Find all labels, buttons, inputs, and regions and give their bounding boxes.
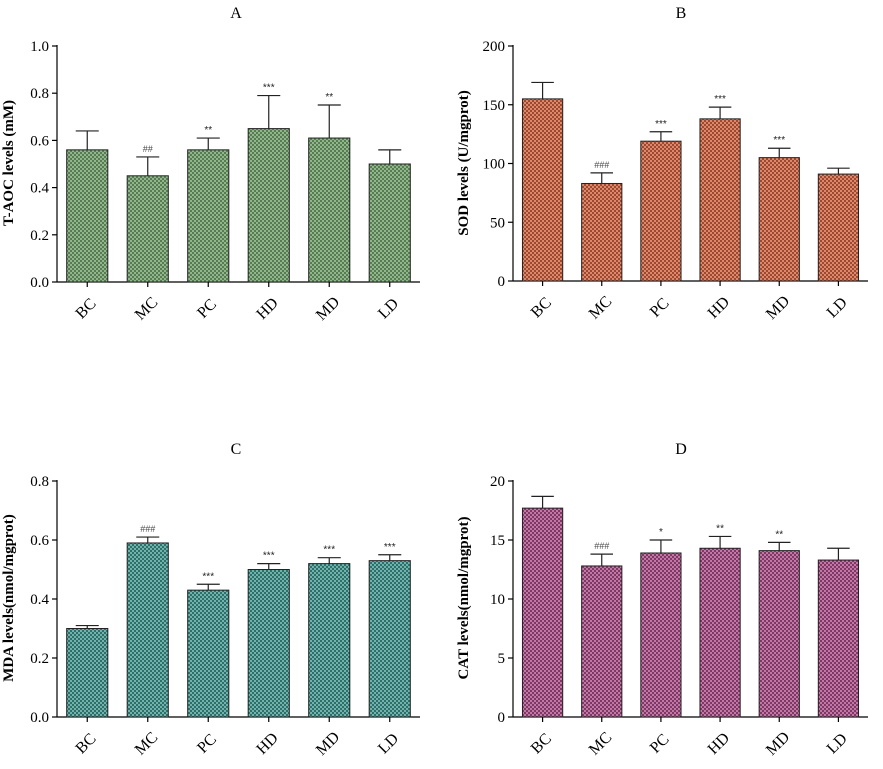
bar xyxy=(66,628,109,718)
significance-label: *** xyxy=(263,83,275,94)
y-tick-label: 0.6 xyxy=(30,133,49,149)
y-tick-label: 15 xyxy=(490,533,505,549)
x-tick-label: MC xyxy=(586,729,616,759)
significance-label: ### xyxy=(594,541,609,551)
x-tick-label: BC xyxy=(73,295,100,322)
significance-label: ** xyxy=(204,125,212,136)
panel-a: A T-AOC levels (mM) 0.0 0.2 0.4 0.6 0.8 1.0 BC… xyxy=(1,5,420,324)
significance-label: *** xyxy=(323,545,335,556)
significance-label: *** xyxy=(384,542,396,553)
y-tick-label: 50 xyxy=(490,215,505,231)
x-tick-label: LD xyxy=(824,730,851,757)
x-tick-label: MC xyxy=(132,294,162,324)
panel-title: C xyxy=(231,441,242,458)
x-tick-label: MC xyxy=(132,729,162,759)
y-tick-label: 0.4 xyxy=(30,592,49,608)
x-tick-label: LD xyxy=(375,295,402,322)
significance-label: ### xyxy=(594,160,609,170)
bar xyxy=(126,542,169,718)
x-tick-label: PC xyxy=(647,295,673,321)
x-tick-label: LD xyxy=(824,294,851,321)
bar xyxy=(817,173,860,282)
x-tick-label: PC xyxy=(194,296,220,322)
y-tick-label: 200 xyxy=(483,39,506,55)
bar xyxy=(368,560,411,718)
y-axis-label: MDA levels(nmol/mgprot) xyxy=(1,514,17,682)
bar xyxy=(640,140,682,282)
bar xyxy=(368,163,411,283)
significance-label: ** xyxy=(775,529,783,540)
y-tick-label: 1.0 xyxy=(30,39,49,55)
y-tick-label: 20 xyxy=(490,474,505,490)
significance-label: ### xyxy=(140,524,155,534)
x-tick-label: HD xyxy=(705,294,733,322)
significance-label: ** xyxy=(325,92,333,103)
x-tick-label: BC xyxy=(528,294,555,321)
y-tick-label: 0.8 xyxy=(30,474,49,490)
y-tick-label: 10 xyxy=(490,592,505,608)
x-tick-label: MD xyxy=(313,729,343,759)
x-tick-label: MD xyxy=(763,729,793,759)
x-tick-label: HD xyxy=(253,295,281,323)
bar xyxy=(817,559,860,718)
y-tick-label: 0.8 xyxy=(30,86,49,102)
bar xyxy=(521,98,564,282)
y-tick-label: 0 xyxy=(498,710,506,726)
significance-label: *** xyxy=(773,135,785,146)
bar xyxy=(308,137,351,283)
x-tick-label: MD xyxy=(313,294,343,324)
significance-label: *** xyxy=(714,94,726,105)
x-tick-label: MD xyxy=(763,293,793,323)
bar xyxy=(699,118,741,282)
panel-title: B xyxy=(676,5,687,22)
bar xyxy=(247,128,290,283)
bar xyxy=(187,589,230,718)
significance-label: *** xyxy=(263,551,275,562)
bar xyxy=(758,157,800,282)
y-tick-label: 0 xyxy=(498,274,506,290)
bar xyxy=(126,175,169,283)
x-tick-label: MC xyxy=(586,293,616,323)
bar xyxy=(758,550,800,718)
panel-b: B SOD levels (U/mgprot) 0 50 100 150 200 BC ##… xyxy=(456,5,868,323)
x-tick-label: HD xyxy=(253,730,281,758)
y-tick-label: 0.2 xyxy=(30,651,49,667)
y-tick-label: 0.0 xyxy=(30,710,49,726)
x-tick-label: HD xyxy=(705,730,733,758)
y-axis-label: SOD levels (U/mgprot) xyxy=(456,90,472,236)
bar xyxy=(581,565,623,718)
x-tick-label: BC xyxy=(73,730,100,757)
y-tick-label: 0.4 xyxy=(30,181,49,197)
x-tick-label: PC xyxy=(647,731,673,757)
significance-label: ** xyxy=(716,523,724,534)
significance-label: ## xyxy=(143,144,153,154)
bar xyxy=(581,182,623,282)
x-tick-label: LD xyxy=(375,730,402,757)
bar xyxy=(699,547,741,718)
significance-label: *** xyxy=(655,119,667,130)
x-tick-label: BC xyxy=(528,730,555,757)
panel-c: C MDA levels(nmol/mgprot) 0.0 0.2 0.4 0.6 0.… xyxy=(1,441,420,759)
y-axis-label: CAT levels(nmol/mgprot) xyxy=(456,517,472,680)
bar xyxy=(640,552,682,718)
bar xyxy=(308,563,351,718)
significance-label: *** xyxy=(202,571,214,582)
y-axis-label: T-AOC levels (mM) xyxy=(1,100,17,226)
panel-title: A xyxy=(230,5,242,22)
bar xyxy=(66,149,109,283)
x-tick-label: PC xyxy=(194,731,220,757)
significance-label: * xyxy=(659,527,663,538)
y-tick-label: 0.6 xyxy=(30,533,49,549)
y-tick-label: 0.0 xyxy=(30,275,49,291)
bar xyxy=(521,507,564,718)
y-tick-label: 5 xyxy=(498,651,506,667)
panel-d: D CAT levels(nmol/mgprot) 0 5 10 15 20 BC ### M… xyxy=(456,441,868,759)
bar xyxy=(187,149,230,283)
y-tick-label: 150 xyxy=(483,98,506,114)
y-tick-label: 0.2 xyxy=(30,228,49,244)
bar xyxy=(247,569,290,718)
panel-title: D xyxy=(675,441,687,458)
y-tick-label: 100 xyxy=(483,157,506,173)
